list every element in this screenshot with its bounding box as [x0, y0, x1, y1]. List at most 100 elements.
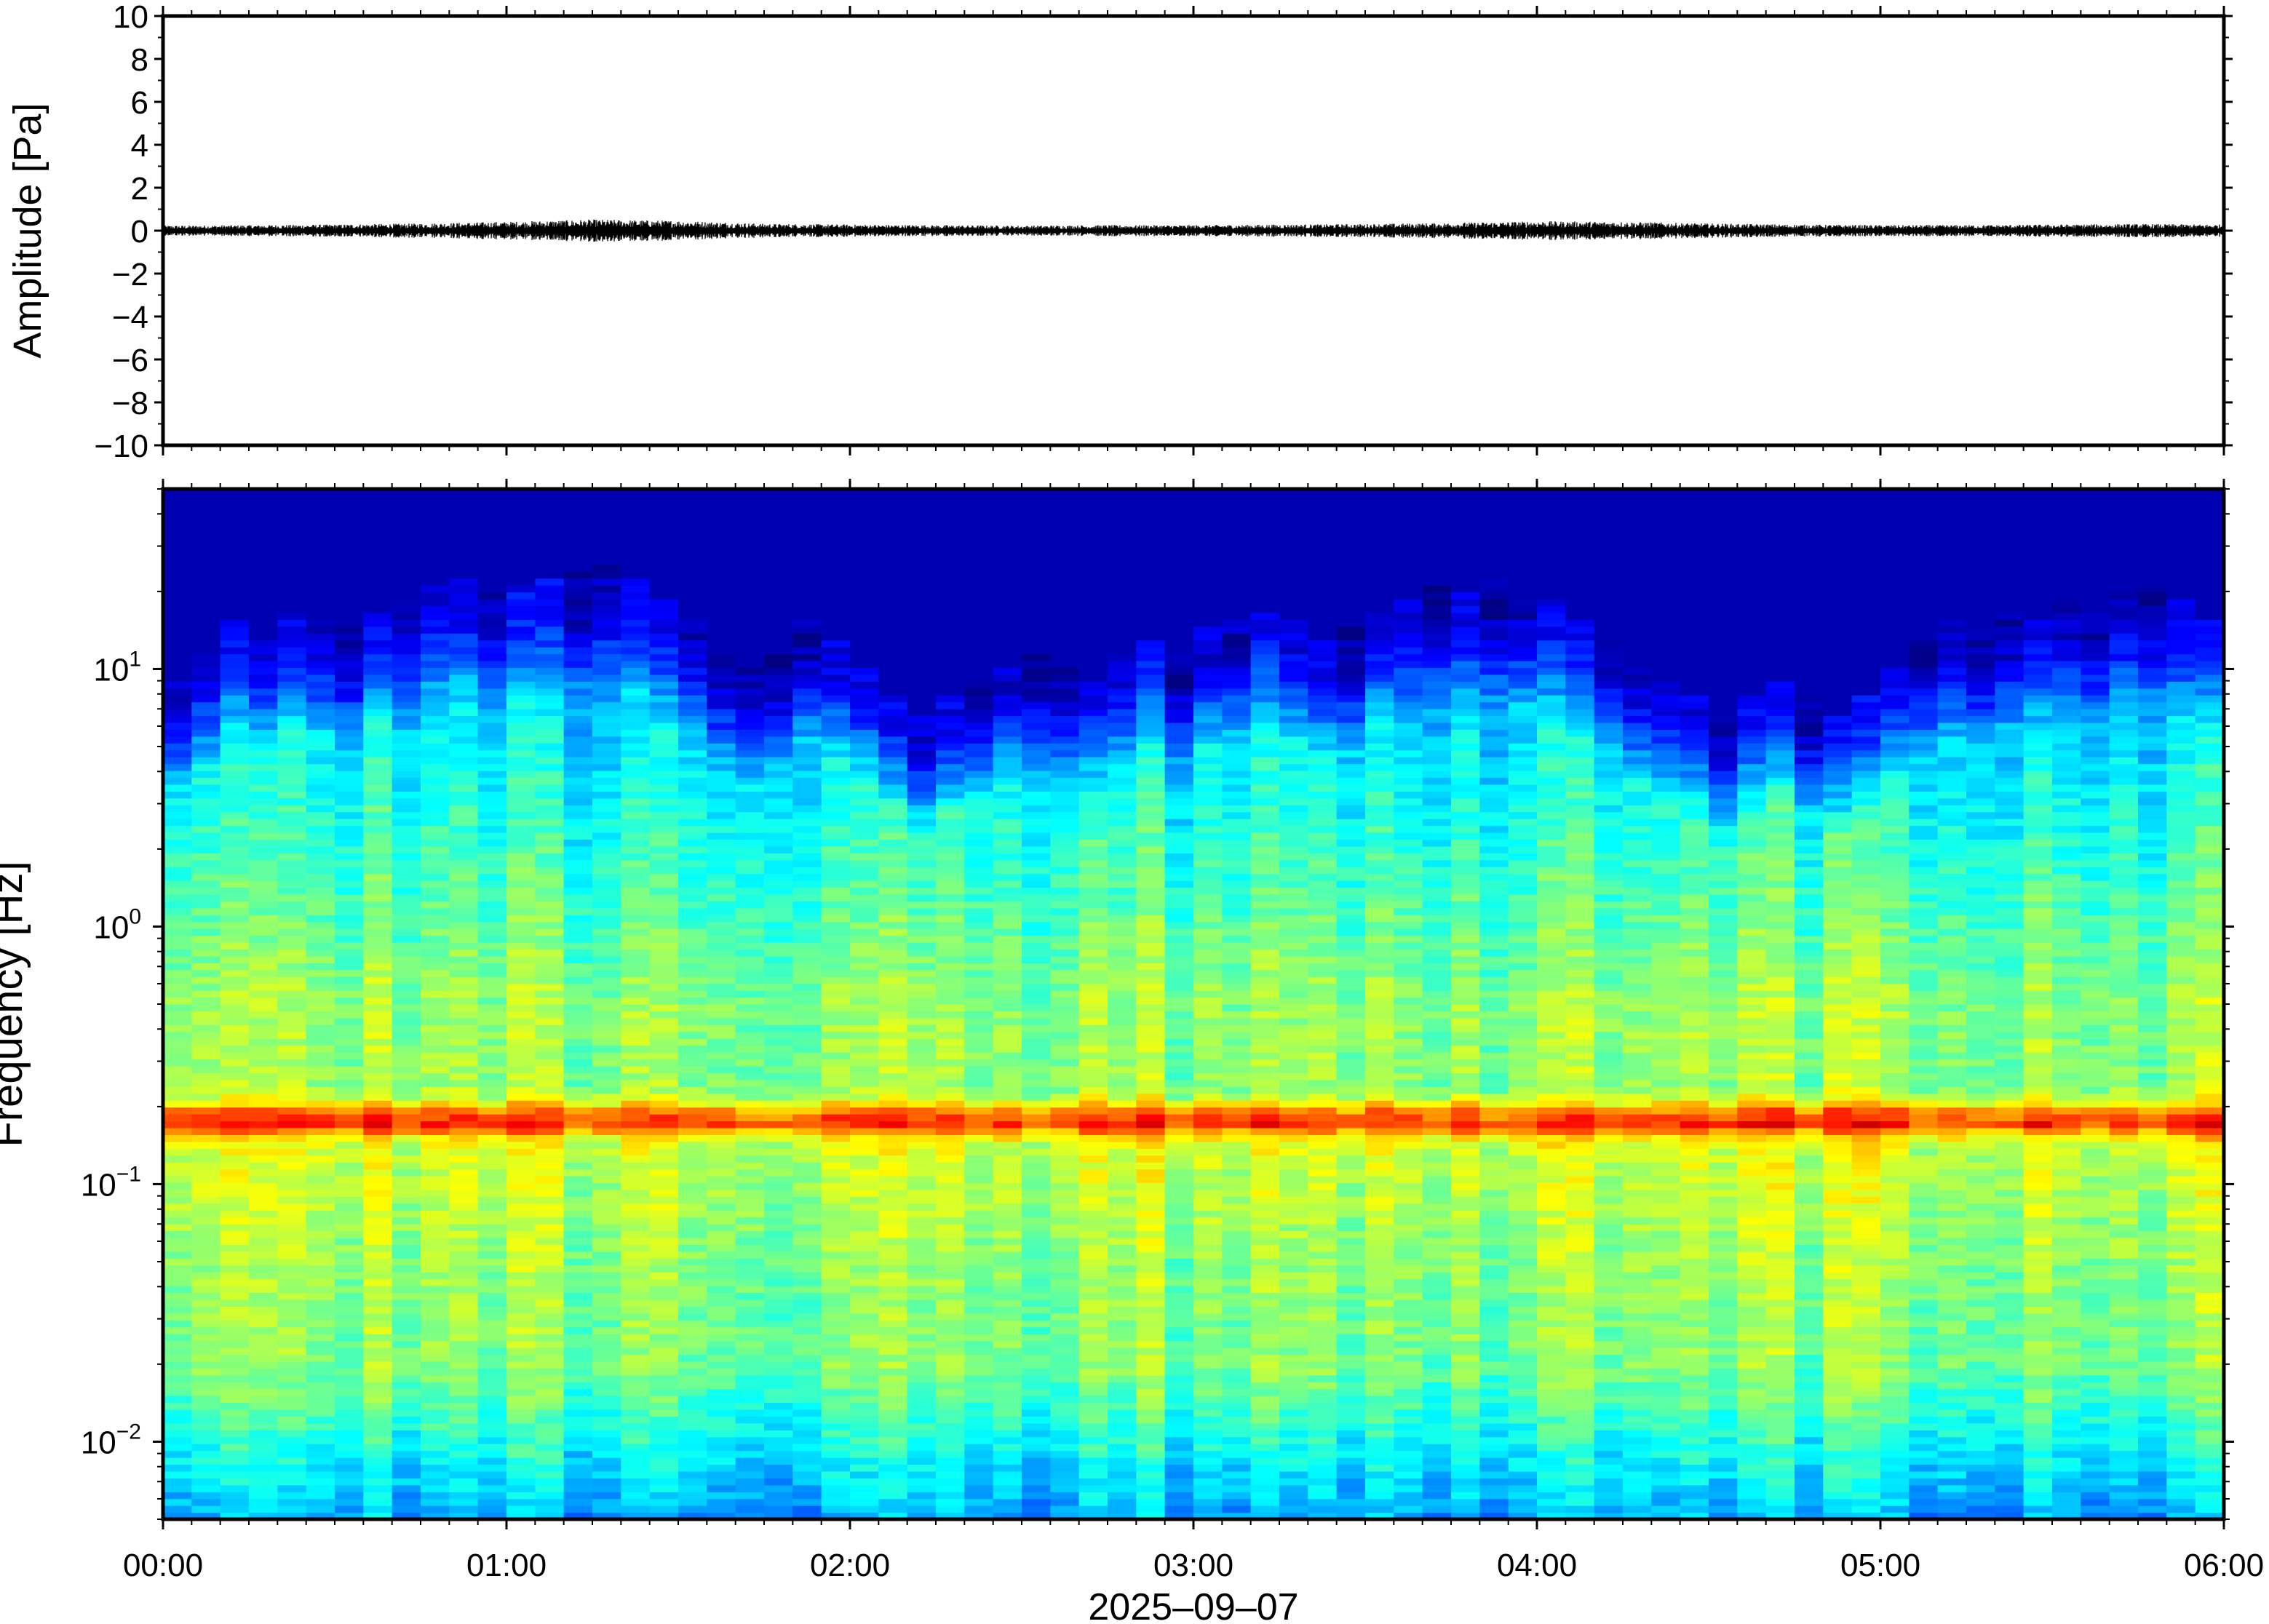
spectrogram-cell — [449, 1251, 479, 1259]
spectrogram-cell — [277, 544, 307, 552]
spectrogram-cell — [936, 1422, 965, 1430]
spectrogram-cell — [306, 969, 335, 977]
spectrogram-cell — [735, 901, 765, 909]
spectrogram-cell — [621, 619, 651, 627]
spectrogram-cell — [850, 921, 879, 929]
spectrogram-cell — [363, 825, 393, 833]
spectrogram-cell — [563, 571, 593, 579]
spectrogram-cell — [936, 599, 965, 607]
spectrogram-cell — [392, 1141, 421, 1149]
spectrogram-cell — [850, 791, 879, 799]
spectrogram-cell — [735, 1189, 765, 1197]
spectrogram-cell — [163, 1162, 192, 1170]
spectrogram-cell — [707, 537, 736, 545]
spectrogram-cell — [850, 1072, 879, 1080]
spectrogram-cell — [506, 1320, 536, 1328]
spectrogram-cell — [306, 557, 335, 565]
spectrogram-cell — [878, 667, 908, 675]
spectrogram-cell — [621, 592, 651, 600]
spectrogram-cell — [792, 893, 822, 901]
spectrogram-cell — [792, 1382, 822, 1390]
spectrogram-cell — [363, 688, 393, 696]
spectrogram-cell — [277, 1512, 307, 1519]
spectrogram-cell — [249, 928, 278, 936]
spectrogram-cell — [936, 1492, 965, 1500]
spectrogram-cell — [1022, 667, 1051, 675]
spectrogram-cell — [764, 1210, 793, 1218]
spectrogram-cell — [335, 811, 364, 819]
spectrogram-cell — [249, 647, 278, 655]
spectrogram-cell — [563, 983, 593, 991]
spectrogram-cell — [907, 791, 937, 799]
spectrogram-cell — [249, 1127, 278, 1135]
spectrogram-cell — [964, 489, 994, 497]
spectrogram-cell — [592, 1065, 621, 1073]
spectrogram-cell — [707, 1093, 736, 1101]
spectrogram-cell — [1050, 921, 1080, 929]
spectrogram-cell — [707, 1326, 736, 1334]
spectrogram-cell — [792, 1436, 822, 1444]
spectrogram-cell — [392, 887, 421, 895]
spectrogram-cell — [1050, 1011, 1080, 1019]
spectrogram-cell — [907, 1484, 937, 1492]
spectrogram-cell — [421, 1011, 450, 1019]
spectrogram-cell — [1022, 1224, 1051, 1232]
spectrogram-cell — [363, 797, 393, 805]
spectrogram-cell — [335, 1079, 364, 1087]
spectrogram-cell — [335, 1382, 364, 1390]
spectrogram-cell — [563, 1306, 593, 1314]
spectrogram-cell — [993, 1052, 1022, 1060]
spectrogram-cell — [249, 1505, 278, 1513]
spectrogram-cell — [363, 557, 393, 565]
spectrogram-cell — [392, 743, 421, 751]
spectrogram-cell — [936, 1072, 965, 1080]
spectrogram-cell — [220, 585, 250, 593]
spectrogram-cell — [163, 1203, 192, 1211]
spectrogram-cell — [163, 640, 192, 648]
spectrogram-cell — [678, 1265, 707, 1273]
spectrogram-cell — [477, 1292, 507, 1300]
spectrogram-cell — [421, 1409, 450, 1417]
spectrogram-cell — [907, 709, 937, 717]
spectrogram-cell — [277, 509, 307, 517]
spectrogram-cell — [563, 1484, 593, 1492]
spectrogram-cell — [535, 530, 565, 538]
spectrogram-cell — [1050, 777, 1080, 785]
spectrogram-cell — [535, 729, 565, 737]
spectrogram-cell — [392, 907, 421, 915]
spectrogram-cell — [306, 1114, 335, 1122]
spectrogram-cell — [477, 1072, 507, 1080]
spectrogram-cell — [535, 495, 565, 503]
spectrogram-cell — [821, 1189, 851, 1197]
spectrogram-cell — [649, 811, 679, 819]
spectrogram-cell — [277, 550, 307, 558]
spectrogram-cell — [191, 1045, 221, 1053]
spectrogram-cell — [277, 784, 307, 792]
spectrogram-cell — [678, 619, 707, 627]
spectrogram-cell — [163, 942, 192, 950]
spectrogram-cell — [506, 544, 536, 552]
spectrogram-cell — [707, 1224, 736, 1232]
spectrogram-cell — [249, 640, 278, 648]
spectrogram-cell — [907, 983, 937, 991]
spectrogram-cell — [621, 509, 651, 517]
spectrogram-cell — [592, 612, 621, 620]
spectrogram-cell — [421, 502, 450, 510]
spectrogram-cell — [964, 1244, 994, 1252]
spectrogram-cell — [191, 893, 221, 901]
spectrogram-cell — [678, 1272, 707, 1280]
spectrogram-cell — [306, 530, 335, 538]
spectrogram-cell — [649, 1079, 679, 1087]
spectrogram-cell — [964, 1320, 994, 1328]
spectrogram-cell — [592, 1086, 621, 1094]
spectrogram-cell — [936, 1470, 965, 1478]
spectrogram-cell — [392, 1065, 421, 1073]
spectrogram-cell — [850, 1251, 879, 1259]
spectrogram-cell — [735, 963, 765, 971]
spectrogram-cell — [477, 749, 507, 757]
spectrogram-cell — [335, 1286, 364, 1294]
spectrogram-cell — [392, 523, 421, 531]
spectrogram-cell — [563, 1278, 593, 1286]
spectrogram-cell — [792, 1134, 822, 1142]
spectrogram-cell — [850, 1079, 879, 1087]
